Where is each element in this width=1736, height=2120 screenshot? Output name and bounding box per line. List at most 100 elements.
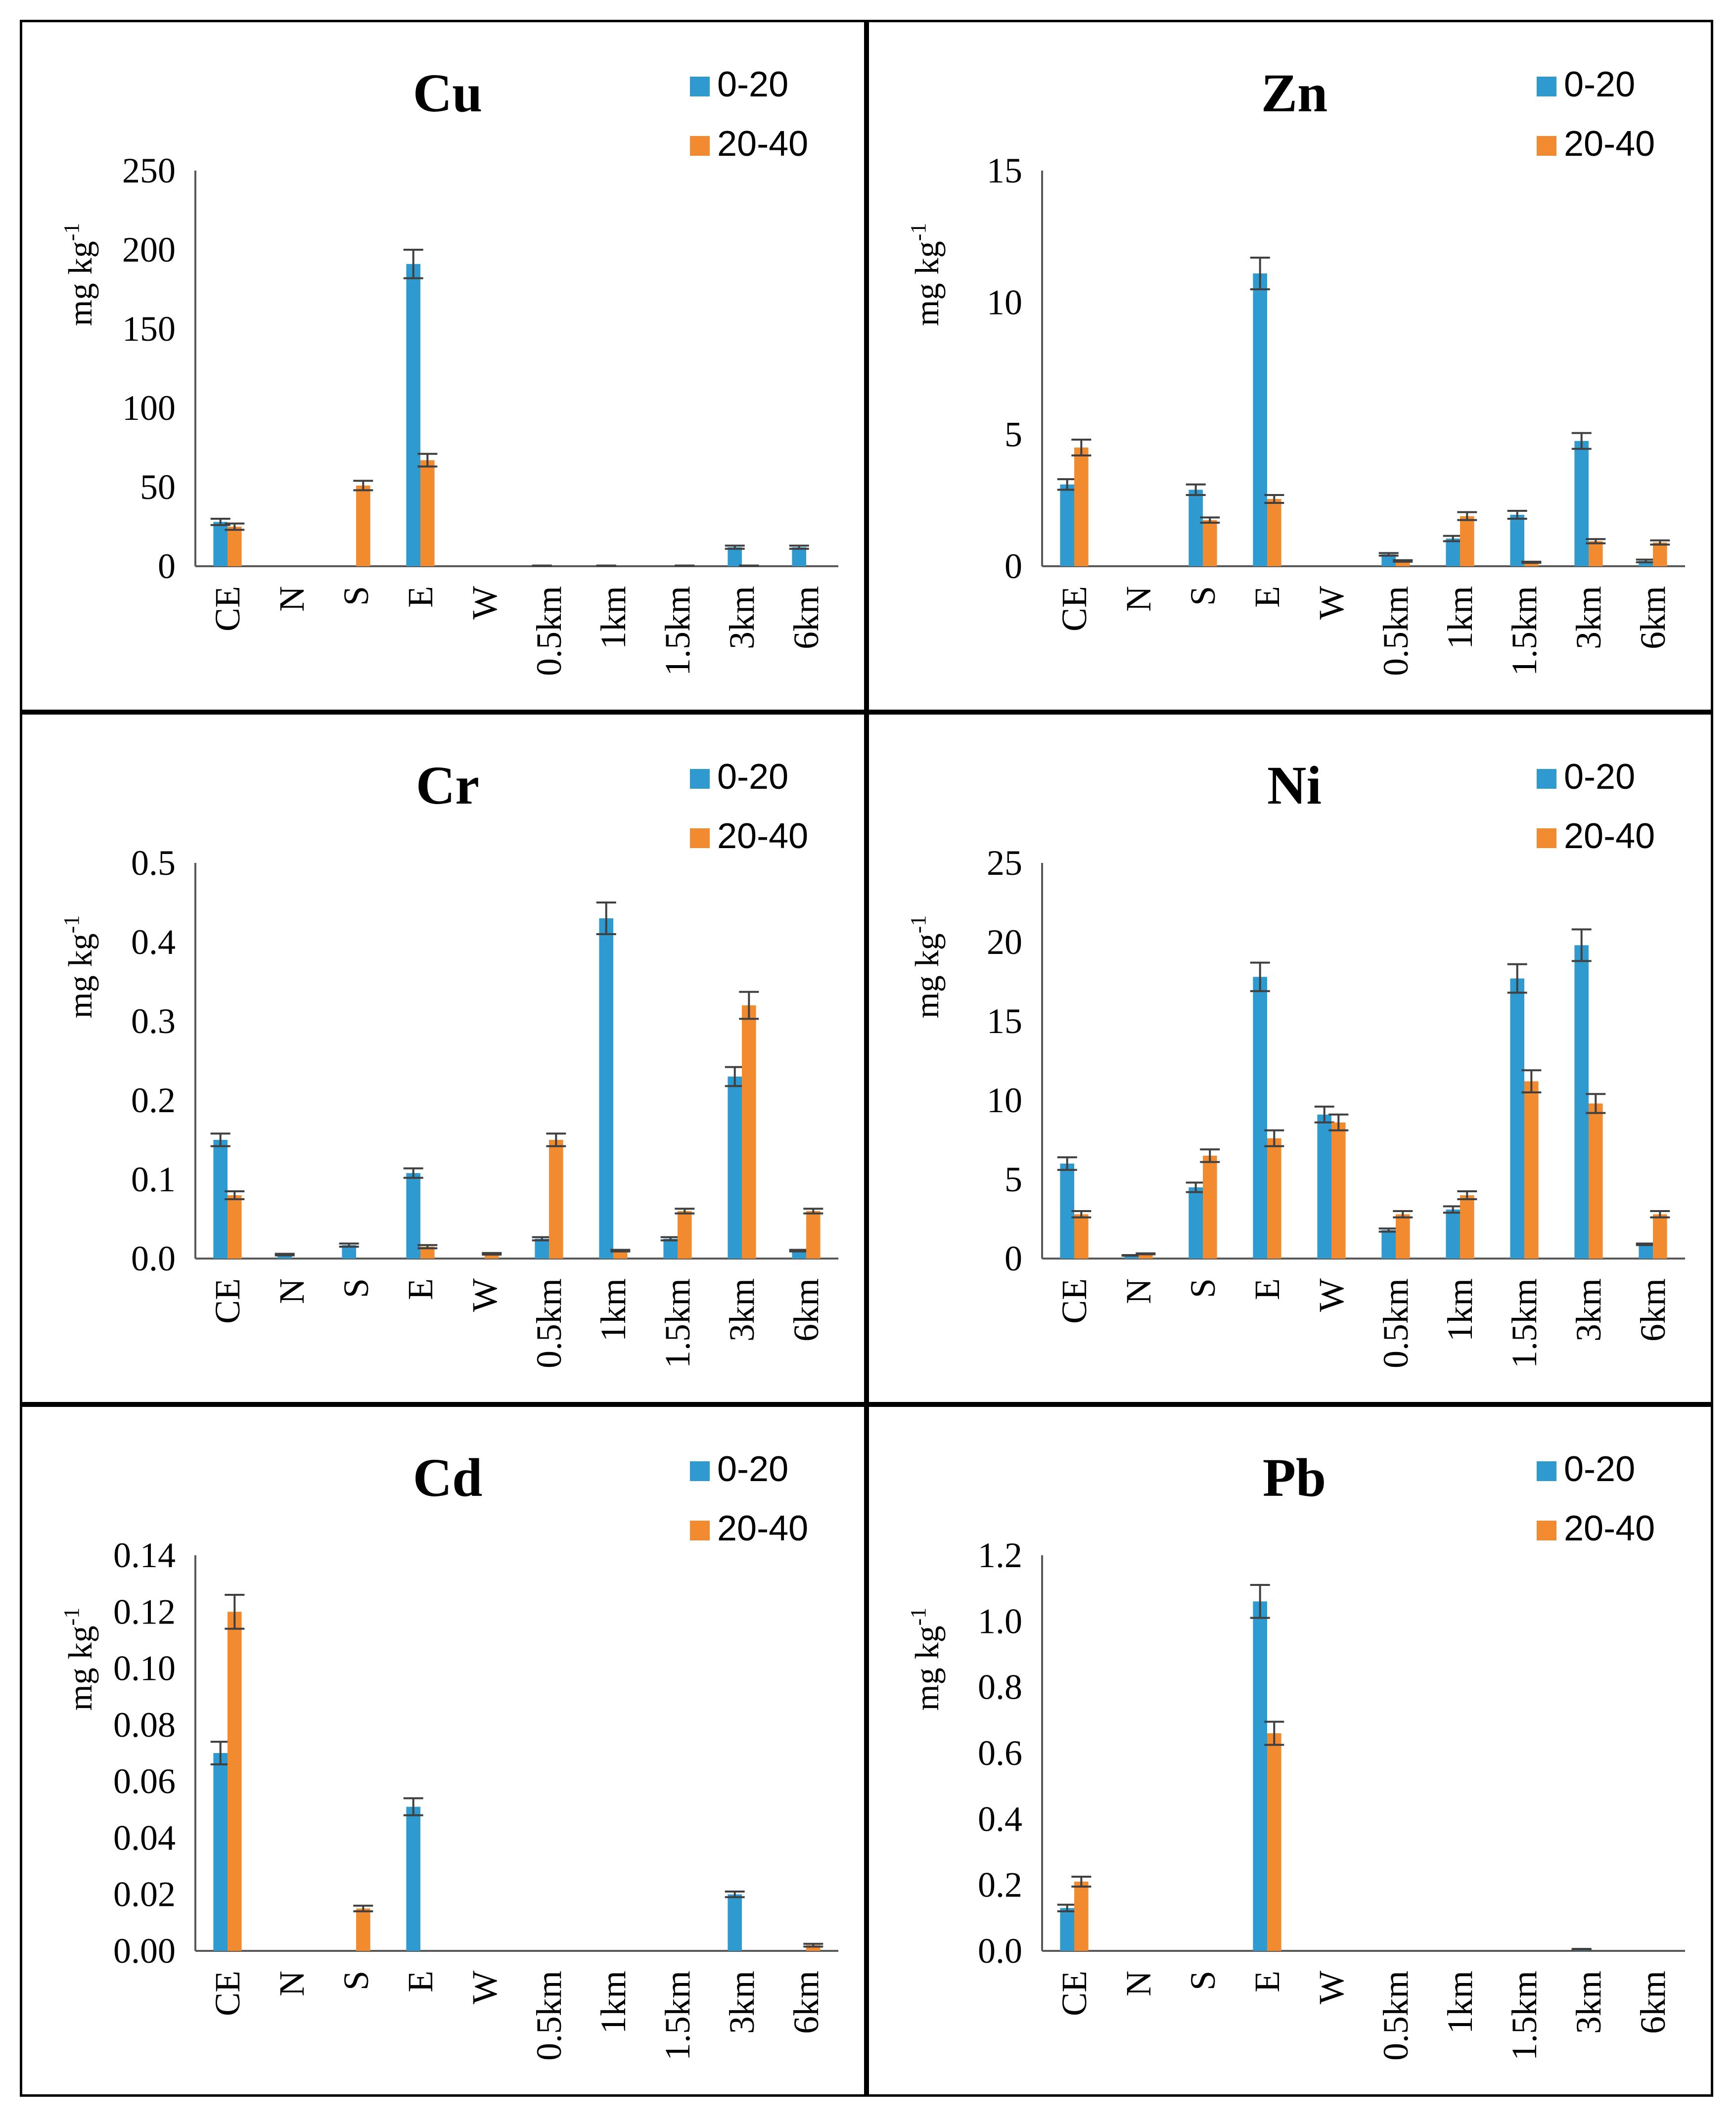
error-bar (1586, 538, 1606, 544)
y-tick-label: 0 (1005, 1239, 1022, 1278)
y-tick-label: 0.4 (978, 1799, 1022, 1839)
error-bar (1328, 1113, 1349, 1131)
x-tick-label: N (272, 586, 312, 612)
bar-20-40-W (1331, 1122, 1346, 1259)
error-bar (1571, 928, 1592, 962)
y-tick-label: 0.00 (113, 1931, 176, 1971)
legend-0-20-swatch (690, 77, 710, 96)
error-bar (1186, 1181, 1206, 1193)
y-tick-label: 0.14 (113, 1535, 176, 1575)
legend-0-20-swatch (690, 1461, 710, 1481)
bar-20-40-6km (806, 1211, 821, 1259)
y-tick-label: 0.10 (113, 1649, 176, 1688)
x-tick-label: 1km (594, 1278, 633, 1342)
x-tick-label: CE (1054, 586, 1094, 631)
legend-20-40-label: 20-40 (717, 124, 808, 164)
chart-panel-cd: Cd 0-20 20-40 mg kg-1 0.00 0.02 0.04 0.06 0.08 0.… (20, 1404, 867, 2097)
x-tick-label: 1.5km (658, 1278, 697, 1368)
chart-title: Cd (413, 1447, 483, 1508)
x-tick-label: S (1183, 1971, 1223, 1990)
x-tick-label: 1.5km (658, 1971, 697, 2061)
chart-title: Cr (416, 755, 479, 815)
x-tick-label: 3km (1569, 1278, 1608, 1342)
error-bar (1200, 1148, 1220, 1163)
bar-20-40-CE (228, 1612, 242, 1951)
x-tick-label: 1km (1440, 1971, 1480, 2034)
y-axis-label-unit: mg kg (61, 241, 99, 326)
x-tick-label: W (465, 1971, 504, 2004)
error-bar (803, 1942, 823, 1948)
y-tick-label: 1.2 (978, 1535, 1022, 1575)
error-bar (1571, 432, 1592, 450)
error-bar (417, 1244, 438, 1250)
error-bar (1250, 257, 1270, 290)
error-bar (1264, 494, 1284, 504)
x-tick-label: 1.5km (1505, 586, 1544, 676)
error-bar (225, 1190, 245, 1200)
x-tick-label: 3km (1569, 1971, 1608, 2034)
bar-0-20-1km (1446, 1209, 1460, 1259)
legend-0-20-label: 0-20 (1564, 757, 1635, 797)
bar-0-20-N (277, 1255, 292, 1259)
error-bar (353, 480, 373, 492)
x-tick-label: N (1119, 1971, 1158, 1996)
bar-20-40-1.5km (1524, 562, 1539, 566)
error-bar (274, 1253, 295, 1257)
bar-0-20-1.5km (663, 1239, 678, 1259)
y-tick-label: 0 (158, 546, 176, 586)
x-tick-label: 6km (786, 1971, 826, 2034)
bar-0-20-3km (728, 1894, 742, 1951)
bar-0-20-E (406, 1806, 420, 1951)
bar-20-40-6km (1653, 1214, 1667, 1259)
x-tick-label: CE (1054, 1971, 1094, 2016)
legend-20-40-label: 20-40 (1564, 124, 1655, 164)
error-bar (339, 1242, 359, 1248)
y-axis-label-exponent: -1 (906, 915, 930, 934)
x-tick-label: 0.5km (1376, 1278, 1416, 1368)
bar-20-40-CE (228, 527, 242, 566)
x-tick-label: W (1312, 1278, 1351, 1312)
y-axis-label: mg kg-1 (59, 223, 99, 326)
error-bar (1636, 1242, 1656, 1246)
y-axis-label-unit: mg kg (61, 933, 99, 1018)
error-bar (1507, 963, 1527, 994)
bar-20-40-CE (1074, 448, 1089, 566)
chart-svg: Cd 0-20 20-40 mg kg-1 0.00 0.02 0.04 0.06 0.08 0.… (59, 1447, 838, 2061)
bar-20-40-6km (1653, 542, 1667, 566)
error-bar (1378, 1227, 1399, 1233)
error-bar (739, 991, 759, 1020)
x-tick-label: 0.5km (529, 1971, 569, 2061)
x-tick-label: N (272, 1278, 312, 1304)
legend-20-40-label: 20-40 (1564, 816, 1655, 856)
x-tick-label: E (1247, 1278, 1287, 1300)
x-tick-label: 6km (1633, 1971, 1673, 2034)
legend-0-20-swatch (1537, 77, 1556, 96)
x-tick-label: 1.5km (1505, 1971, 1544, 2061)
error-bar (725, 1891, 745, 1898)
error-bar (1264, 1720, 1284, 1746)
x-tick-label: E (1247, 1971, 1287, 1992)
error-bar (1071, 1876, 1092, 1888)
x-tick-label: W (1312, 1971, 1351, 2004)
bar-20-40-1.5km (678, 1211, 692, 1259)
x-tick-label: 1km (1440, 1278, 1480, 1342)
bar-0-20-E (1253, 977, 1267, 1259)
x-tick-label: 6km (786, 586, 826, 649)
y-tick-label: 50 (140, 467, 176, 507)
bar-0-20-6km (792, 547, 806, 566)
bar-20-40-N (1139, 1254, 1153, 1259)
bar-0-20-1.5km (1510, 978, 1524, 1259)
error-bar (403, 249, 423, 279)
x-tick-label: CE (208, 586, 247, 631)
x-tick-label: CE (1054, 1278, 1094, 1324)
y-tick-label: 5 (1005, 1160, 1022, 1199)
error-bar (1071, 1210, 1092, 1218)
y-tick-label: 250 (122, 151, 176, 190)
y-axis-label: mg kg-1 (59, 915, 99, 1019)
x-tick-label: CE (208, 1971, 247, 2016)
x-tick-label: N (1119, 1278, 1158, 1304)
chart-title: Pb (1263, 1447, 1326, 1508)
x-tick-label: W (465, 1278, 504, 1312)
chart-title: Ni (1267, 755, 1322, 815)
bar-0-20-6km (1639, 561, 1653, 566)
